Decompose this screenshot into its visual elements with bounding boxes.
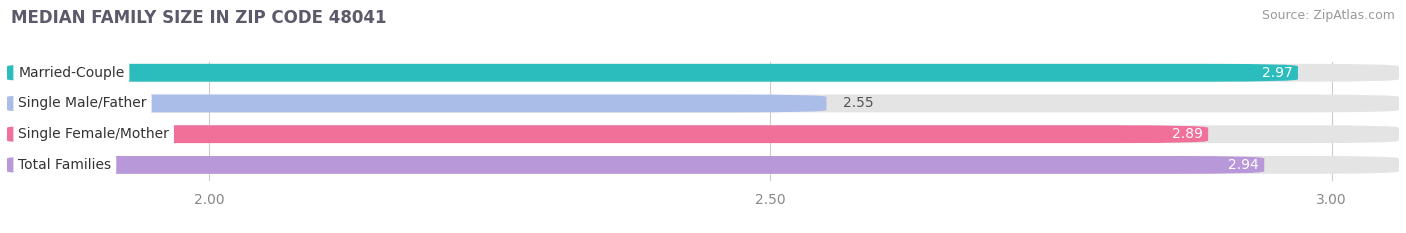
Text: 2.94: 2.94 [1227,158,1258,172]
FancyBboxPatch shape [7,95,1399,112]
Text: 2.89: 2.89 [1171,127,1202,141]
FancyBboxPatch shape [7,95,827,112]
FancyBboxPatch shape [7,125,1399,143]
Text: Married-Couple: Married-Couple [18,66,125,80]
Text: MEDIAN FAMILY SIZE IN ZIP CODE 48041: MEDIAN FAMILY SIZE IN ZIP CODE 48041 [11,9,387,27]
Text: 2.55: 2.55 [844,96,875,110]
Text: Source: ZipAtlas.com: Source: ZipAtlas.com [1261,9,1395,22]
Text: Single Male/Father: Single Male/Father [18,96,146,110]
FancyBboxPatch shape [7,64,1399,82]
Text: Total Families: Total Families [18,158,111,172]
FancyBboxPatch shape [7,64,1298,82]
FancyBboxPatch shape [7,156,1399,174]
FancyBboxPatch shape [7,156,1264,174]
Text: 2.97: 2.97 [1261,66,1292,80]
FancyBboxPatch shape [7,125,1208,143]
Text: Single Female/Mother: Single Female/Mother [18,127,169,141]
